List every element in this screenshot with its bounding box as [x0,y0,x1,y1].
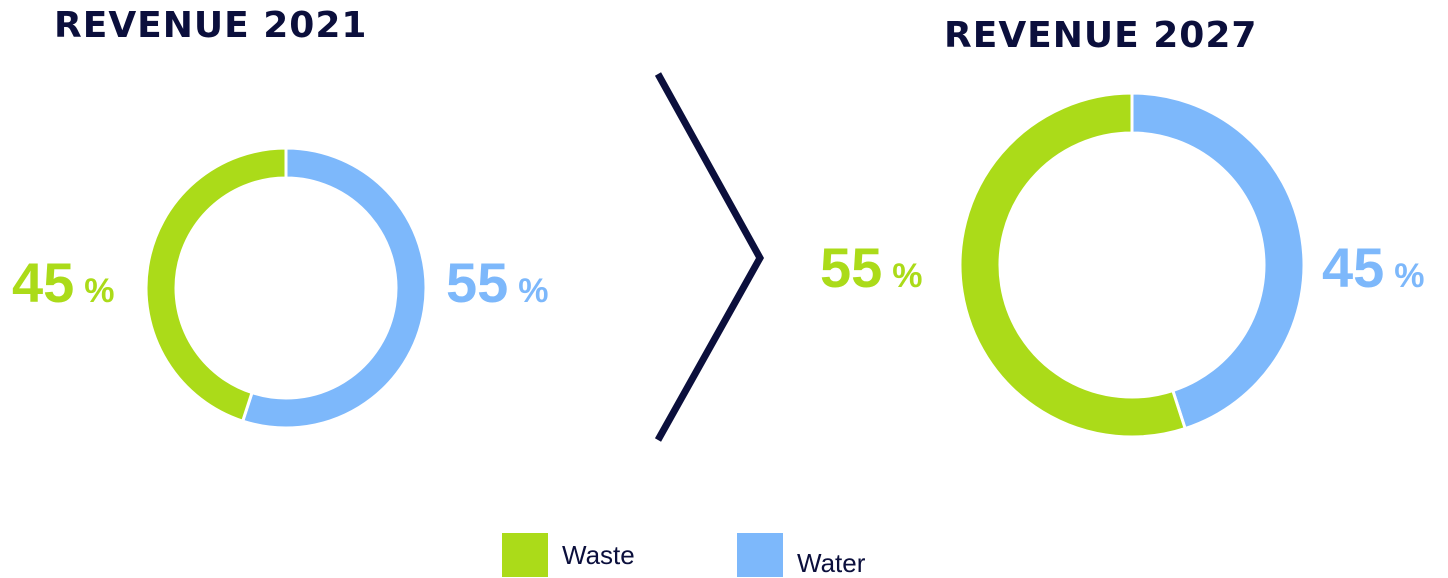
water-percent-label-2021: 55% [446,255,549,311]
legend-label-waste: Waste [562,539,635,570]
chevron-divider-icon [654,72,765,442]
water-percent-value-2021: 55 [446,251,509,314]
water-slice [240,146,428,430]
legend-item-waste: Waste [502,533,635,577]
water-percent-unit-2021: % [518,272,549,310]
waste-percent-label-2027: 55% [820,240,923,296]
legend-label-water: Water [797,547,866,578]
waste-percent-unit-2021: % [84,272,115,310]
waste-percent-label-2021: 45% [12,255,115,311]
chart-title-2021: REVENUE 2021 [54,5,368,46]
water-percent-label-2027: 45% [1322,240,1425,296]
chevron-divider-line [654,72,765,442]
donut-chart-2027 [958,91,1306,439]
legend-swatch-waste [502,533,548,577]
water-percent-unit-2027: % [1394,257,1425,295]
waste-percent-value-2027: 55 [820,236,883,299]
waste-percent-unit-2027: % [892,257,923,295]
legend-item-water: Water [737,533,866,578]
legend-swatch-water [737,533,783,577]
chart-title-2027: REVENUE 2027 [944,15,1258,56]
water-percent-value-2027: 45 [1322,236,1385,299]
water-slice [1130,91,1306,431]
waste-slice [144,146,288,424]
waste-percent-value-2021: 45 [12,251,75,314]
waste-slice [958,91,1188,439]
donut-chart-2021 [144,146,428,430]
